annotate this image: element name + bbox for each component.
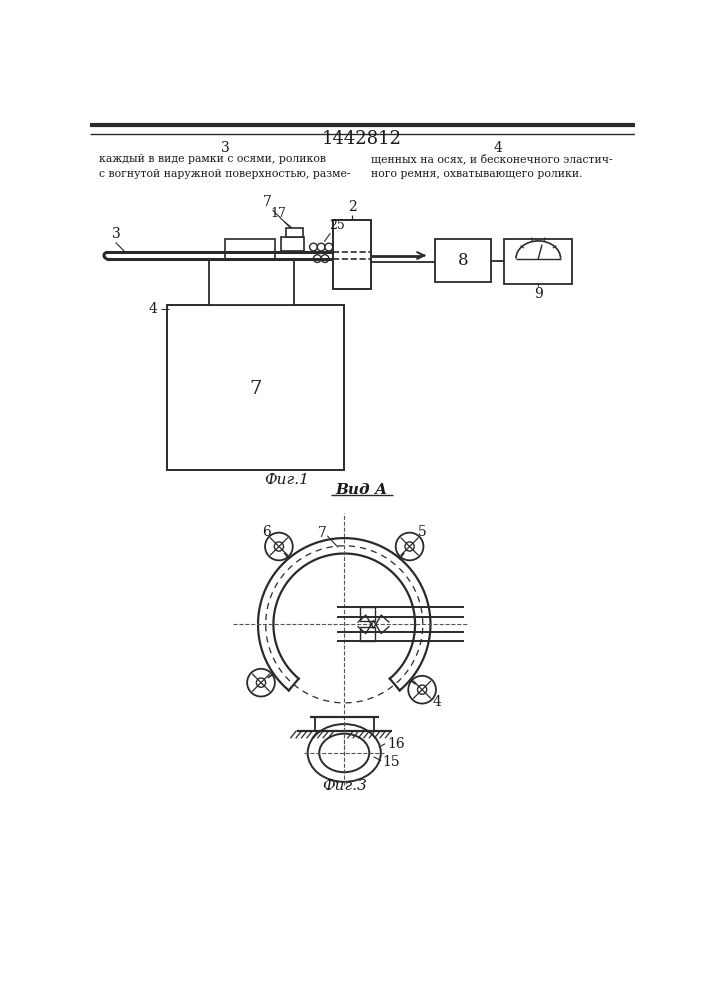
Text: 16: 16 <box>387 737 405 751</box>
Circle shape <box>405 542 414 551</box>
Ellipse shape <box>320 734 369 772</box>
Bar <box>167 305 344 470</box>
Text: 4: 4 <box>433 695 441 709</box>
Text: Вид А: Вид А <box>336 483 388 497</box>
Text: 25: 25 <box>329 219 344 232</box>
Text: 6: 6 <box>262 525 271 539</box>
Text: 7: 7 <box>318 526 327 540</box>
Circle shape <box>321 255 329 262</box>
Text: 3: 3 <box>112 227 120 241</box>
Text: Фиг.3: Фиг.3 <box>322 779 367 793</box>
Circle shape <box>247 669 275 697</box>
Circle shape <box>310 243 317 251</box>
Circle shape <box>317 243 325 251</box>
Text: 1442812: 1442812 <box>322 130 402 148</box>
Text: 15: 15 <box>382 755 400 769</box>
Text: каждый в виде рамки с осями, роликов
с вогнутой наружной поверхностью, разме-: каждый в виде рамки с осями, роликов с в… <box>100 154 351 179</box>
Bar <box>435 239 491 282</box>
Bar <box>333 220 371 289</box>
Text: щенных на осях, и бесконечного эластич-
ного ремня, охватывающего ролики.: щенных на осях, и бесконечного эластич- … <box>371 154 613 179</box>
Ellipse shape <box>308 724 381 782</box>
Circle shape <box>313 255 321 262</box>
Bar <box>281 237 304 251</box>
Text: 5: 5 <box>418 525 426 539</box>
Circle shape <box>325 243 333 251</box>
Circle shape <box>274 542 284 551</box>
Bar <box>286 228 303 237</box>
Bar <box>209 259 294 305</box>
Circle shape <box>257 678 266 687</box>
Bar <box>360 607 375 621</box>
Text: 4: 4 <box>149 302 158 316</box>
Text: 17: 17 <box>270 207 286 220</box>
Bar <box>360 627 375 641</box>
Text: 7: 7 <box>263 195 271 209</box>
Text: 3: 3 <box>221 141 230 155</box>
Bar <box>504 239 572 284</box>
Text: 7: 7 <box>250 380 262 398</box>
Circle shape <box>396 533 423 560</box>
Circle shape <box>417 685 427 694</box>
Text: 9: 9 <box>534 287 543 301</box>
Text: 4: 4 <box>493 141 503 155</box>
Bar <box>225 239 275 259</box>
Circle shape <box>265 533 293 560</box>
Text: Фиг.1: Фиг.1 <box>264 473 309 487</box>
Circle shape <box>408 676 436 704</box>
Text: 8: 8 <box>457 252 468 269</box>
Text: 2: 2 <box>348 200 356 214</box>
